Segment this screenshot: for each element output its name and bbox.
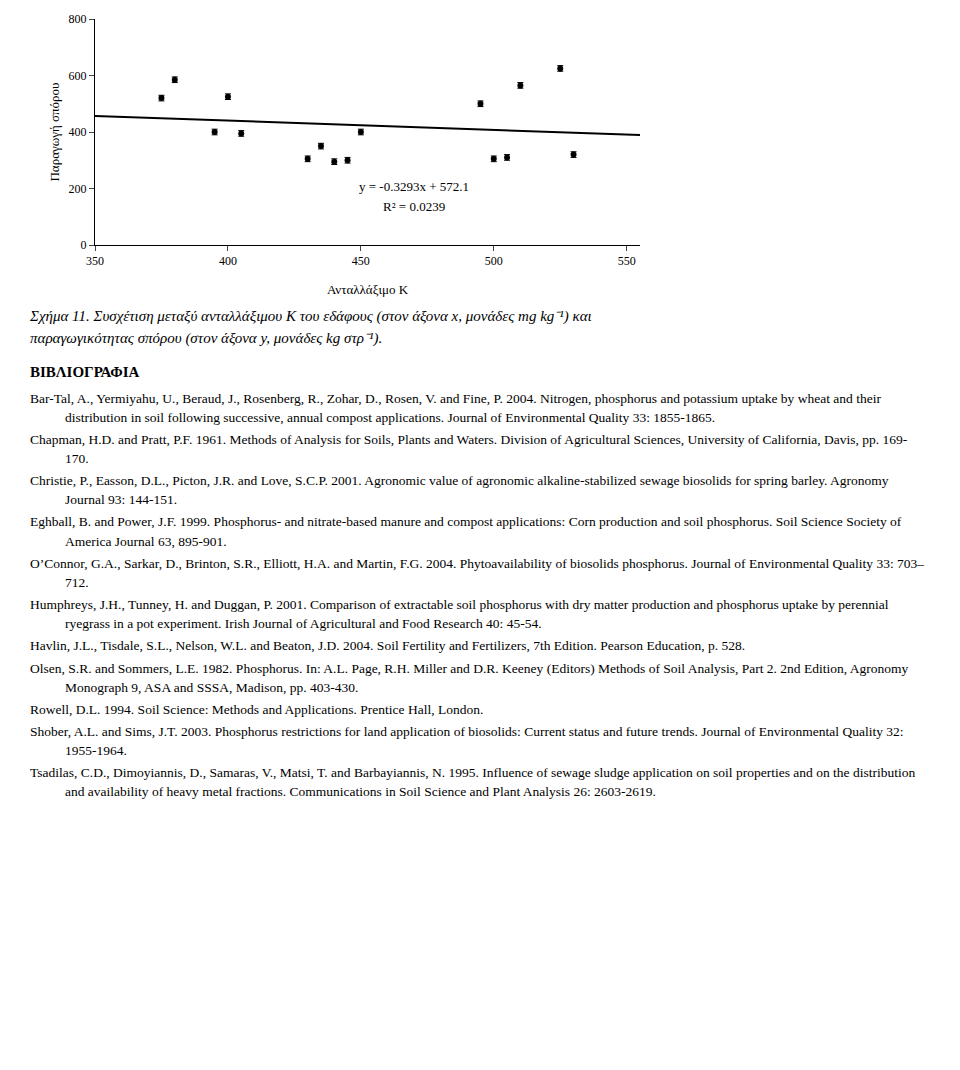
html-text:Havlin, J.L., Tisdale, S.L., N: Havlin, J.L., Tisdale, S.L., Nelson, W.L…	[30, 638, 746, 654]
html-text:Tsadilas, C.D., Dimoyiannis, D: Tsadilas, C.D., Dimoyiannis, D., Samaras…	[30, 765, 916, 800]
html-text:Σχήμα 11. Συσχέτιση μεταξύ αντ: Σχήμα 11. Συσχέτιση μεταξύ ανταλλάξιμου …	[30, 308, 592, 324]
html-text:Eghball, B. and Power, J.F. 19: Eghball, B. and Power, J.F. 1999. Phosph…	[30, 514, 902, 549]
html-text:Bar-Tal, A., Yermiyahu, U., Be: Bar-Tal, A., Yermiyahu, U., Beraud, J., …	[30, 390, 881, 425]
svg-text:Ανταλλάξιμο K: Ανταλλάξιμο K	[327, 282, 409, 297]
html-text:Rowell, D.L. 1994. Soil Scienc: Rowell, D.L. 1994. Soil Science: Methods…	[30, 701, 484, 717]
html-text:Shober, A.L. and Sims, J.T. 20: Shober, A.L. and Sims, J.T. 2003. Phosph…	[30, 724, 904, 759]
svg-text:450: 450	[352, 254, 370, 268]
html-text:O’Connor, G.A., Sarkar, D., Br: O’Connor, G.A., Sarkar, D., Brinton, S.R…	[30, 555, 924, 590]
svg-text:350: 350	[86, 254, 104, 268]
svg-text:0: 0	[81, 238, 87, 252]
svg-text:400: 400	[69, 125, 87, 139]
svg-text:Παραγωγή σπόρου: Παραγωγή σπόρου	[47, 82, 62, 181]
svg-text:500: 500	[485, 254, 503, 268]
html-text:Olsen, S.R. and Sommers, L.E.: Olsen, S.R. and Sommers, L.E. 1982. Phos…	[30, 660, 909, 695]
svg-text:200: 200	[69, 182, 87, 196]
svg-text:R² = 0.0239: R² = 0.0239	[383, 199, 445, 214]
svg-text:550: 550	[618, 254, 636, 268]
svg-text:800: 800	[69, 12, 87, 26]
html-text:παραγωγικότητας σπόρου (στον ά: παραγωγικότητας σπόρου (στον άξονα y, μο…	[30, 329, 383, 346]
html-text:Chapman, H.D. and Pratt, P.F.: Chapman, H.D. and Pratt, P.F. 1961. Meth…	[30, 431, 908, 466]
svg-text:400: 400	[219, 254, 237, 268]
html-text:Humphreys, J.H., Tunney, H. an: Humphreys, J.H., Tunney, H. and Duggan, …	[30, 597, 889, 632]
svg-text:y = -0.3293x + 572.1: y = -0.3293x + 572.1	[359, 179, 469, 194]
html-text:Christie, P., Easson, D.L., Pi: Christie, P., Easson, D.L., Picton, J.R.…	[30, 473, 889, 508]
svg-text:600: 600	[69, 69, 87, 83]
html-text:ΒΙΒΛΙΟΓΡΑΦΙΑ: ΒΙΒΛΙΟΓΡΑΦΙΑ	[30, 363, 140, 380]
